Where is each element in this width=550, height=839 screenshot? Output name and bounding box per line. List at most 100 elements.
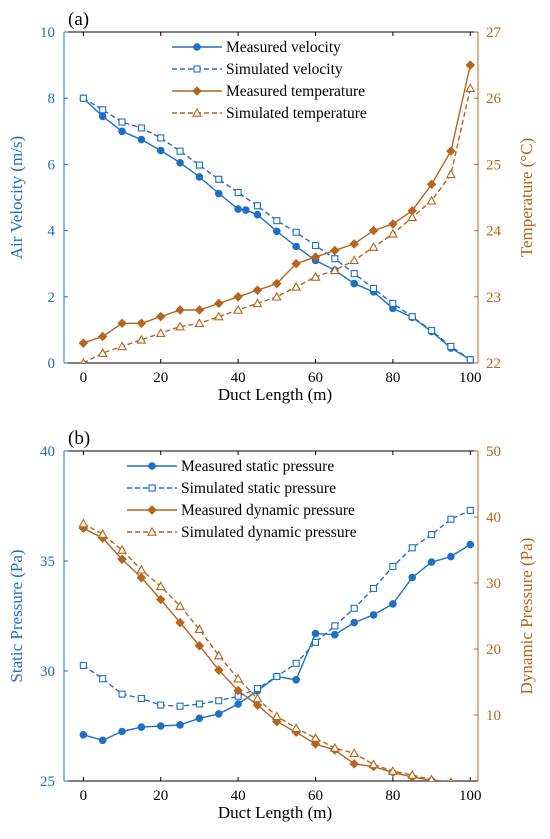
chart2-series-4-point: [175, 600, 186, 610]
chart2-series-2-point: [408, 544, 416, 552]
chart1-series-1-point: [195, 173, 204, 181]
chart1-series-2-point: [99, 106, 107, 114]
chart1-legend-marker: [193, 43, 201, 51]
chart2-series-4-point: [291, 723, 302, 732]
chart2-x-axis-label: Duct Length (m): [218, 803, 332, 822]
chart1-series-2-point: [292, 228, 300, 236]
chart2-series-4-point: [271, 711, 282, 721]
chart1-series-3-point: [78, 338, 89, 348]
chart2-legend-label: Simulated static pressure: [181, 480, 336, 497]
chart2-series-4-point: [368, 759, 379, 769]
chart1-series-4-point: [155, 328, 166, 337]
chart1-series-2-point: [234, 188, 242, 197]
chart2-x-tick-label: 0: [80, 788, 88, 804]
chart1-series-2-point: [137, 124, 145, 132]
chart2-series-4-point: [233, 673, 244, 683]
chart1-plot-area: [78, 60, 476, 363]
chart1-y-axis-label: Air Velocity (m/s): [7, 136, 26, 259]
chart1-series-3-point: [310, 252, 321, 262]
chart1-series-4-point: [465, 83, 476, 93]
chart1-series-1-point: [118, 127, 126, 136]
chart1-series-1-point: [350, 279, 358, 288]
chart2-series-2-point: [118, 690, 126, 698]
chart1-panel-label: (a): [68, 9, 89, 30]
chart2-series-4-point: [469, 779, 471, 781]
chart1-series-2-point: [118, 118, 126, 126]
chart1-y-right-tick-label: 24: [486, 224, 502, 240]
chart2-series-4-point: [252, 693, 263, 703]
chart1-x-tick-label: 20: [153, 370, 168, 386]
chart1-series-2-point: [466, 356, 474, 363]
chart1-series-3-point: [117, 318, 127, 329]
chart1-series-1-point: [176, 158, 184, 167]
chart1-legend-label: Simulated velocity: [226, 61, 343, 78]
chart1-series-4-point: [213, 311, 224, 321]
chart1-series-4-point: [97, 347, 108, 357]
chart2-y-right-tick-label: 10: [486, 708, 501, 724]
chart1-series-1-point: [156, 146, 165, 155]
chart1-series-1-point: [292, 242, 300, 251]
chart1-series-3-point: [97, 331, 108, 342]
chart1-series-4-point: [310, 271, 321, 281]
chart1-series-1-point: [242, 206, 250, 214]
chart1-series-4-point: [426, 195, 437, 205]
chart2-series-3-point: [349, 759, 359, 769]
chart2-series-3-point: [214, 665, 224, 675]
chart1-y-right-axis-label: Temperature (°C): [517, 138, 536, 257]
chart1-series-2-point: [311, 241, 320, 250]
chart1-x-tick-label: 80: [385, 370, 400, 386]
chart2-panel-label: (b): [68, 428, 90, 449]
chart1-series-3-point: [252, 285, 263, 295]
chart1-series-4-point: [117, 341, 127, 351]
chart2-series-4-point: [194, 624, 205, 633]
chart1-y-right-tick-label: 27: [486, 25, 502, 41]
chart2-series-4-point: [97, 529, 108, 538]
chart2-y-right-axis-label: Dynamic Pressure (Pa): [517, 538, 536, 695]
chart2-series-1-point: [234, 700, 242, 708]
chart1-series-2-point: [331, 255, 339, 263]
chart2-y-right-tick-label: 50: [486, 444, 501, 460]
chart1-series-2-point: [408, 313, 416, 321]
chart1-series-3-point: [330, 245, 340, 256]
chart2-series-2-point: [137, 694, 145, 703]
chart2-series-2-point: [176, 702, 184, 710]
chart2-series-2-point: [311, 638, 320, 646]
chart1-legend-marker: [192, 107, 202, 117]
chart1-y-tick-label: 0: [48, 356, 56, 372]
chart1-series-3-point: [291, 258, 301, 269]
chart1-x-tick-label: 40: [231, 370, 246, 386]
chart1-y-tick-label: 4: [48, 224, 56, 240]
chart1-series-2-point: [447, 342, 455, 351]
chart1-x-tick-label: 60: [308, 370, 323, 386]
chart2-series-2-point: [369, 584, 378, 593]
chart2-series-4-point: [387, 765, 398, 775]
chart2-series-1-point: [79, 731, 88, 739]
chart1-series-2-line: [82, 97, 471, 361]
chart1-legend-label: Measured temperature: [226, 83, 365, 100]
chart2-series-1-point: [466, 540, 475, 549]
chart2-series-1-point: [427, 558, 436, 566]
chart2-series-1-point: [311, 629, 320, 638]
chart2-legend-marker: [148, 462, 156, 470]
chart1-series-4-point: [329, 265, 340, 275]
chart2-y-tick-label: 25: [40, 774, 55, 790]
chart1-series-3-point: [349, 239, 359, 249]
chart2-series-2-point: [157, 701, 165, 709]
chart2-series-1-point: [447, 552, 455, 561]
chart1-series-4-point: [271, 291, 282, 301]
chart1-series-2-point: [389, 299, 397, 307]
chart2-series-2-point: [389, 562, 397, 571]
chart1-series-4-point: [349, 255, 360, 265]
chart2-series-3-point: [155, 594, 166, 605]
chart2-series-3-point: [175, 617, 185, 628]
chart1-series-4-point: [407, 212, 418, 222]
chart1-series-3-point: [426, 179, 437, 190]
chart2-series-2-point: [466, 506, 474, 514]
chart2-series-1-point: [118, 727, 126, 736]
chart2-y-tick-label: 40: [40, 444, 55, 460]
chart1-y-right-tick-label: 23: [486, 290, 501, 306]
chart1-y-tick-label: 2: [48, 290, 56, 306]
chart1-series-2-point: [253, 202, 262, 210]
chart1-series-2-point: [273, 217, 281, 225]
